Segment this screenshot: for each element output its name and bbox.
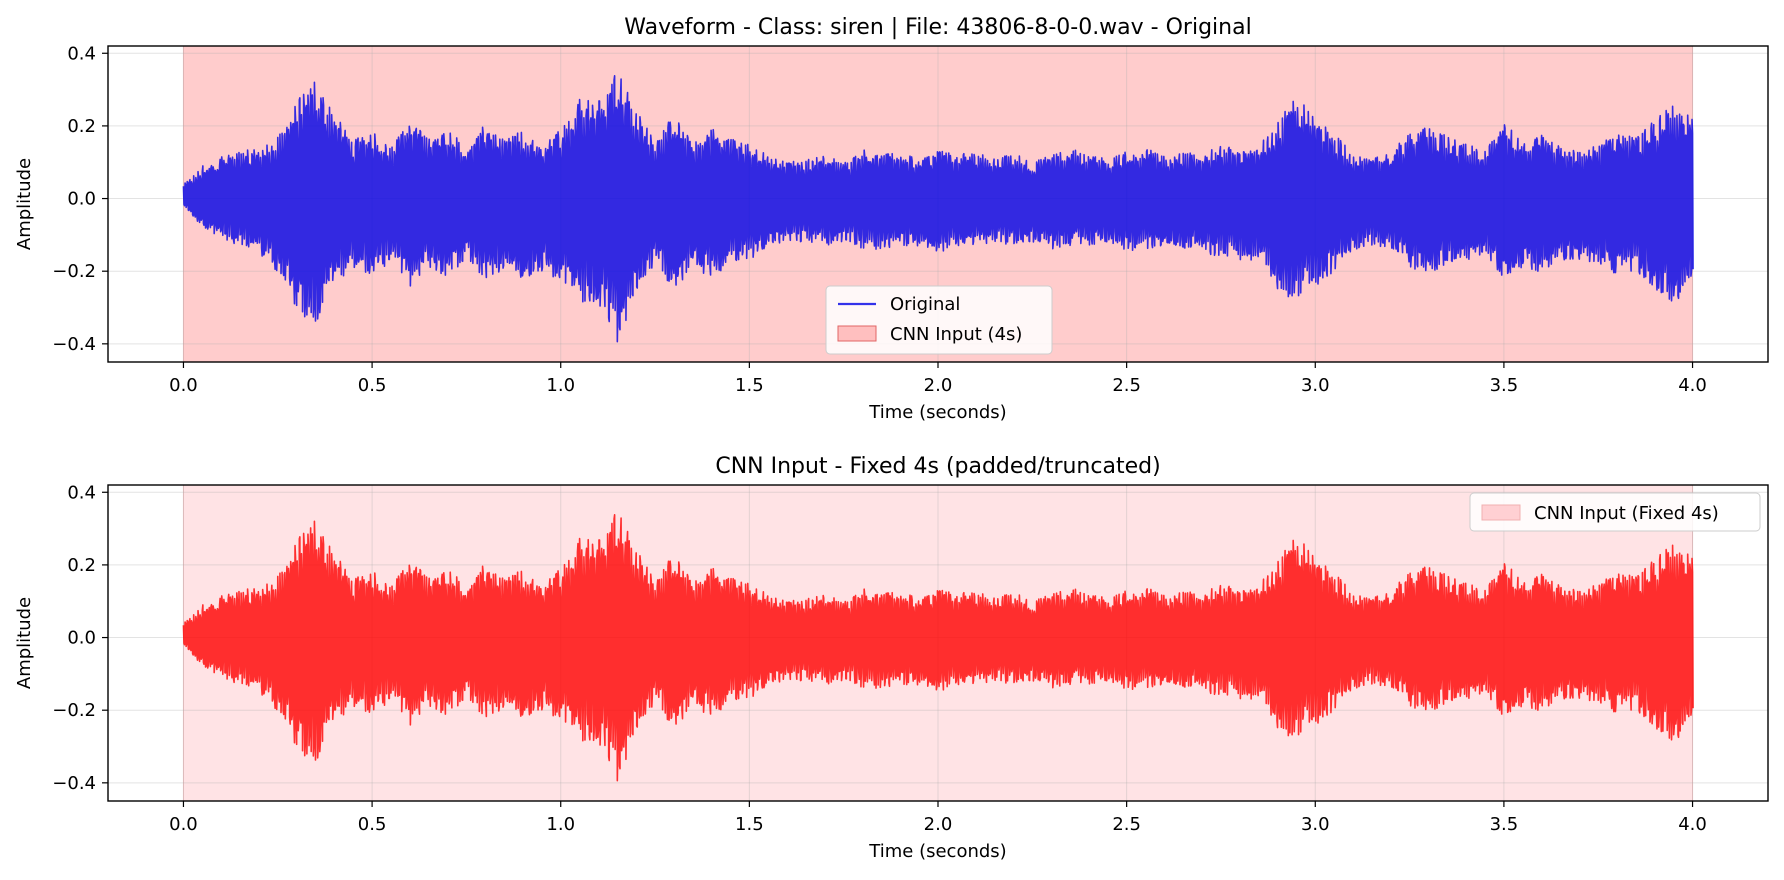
x-tick-label: 2.5 — [1112, 375, 1141, 396]
chart-panel-2: 0.0 0.5 1.0 1.5 2.0 2.5 3.0 3.5 4.0 −0.4 −0.2 0.0 0.… — [14, 454, 1769, 862]
x-tick-label: 4.0 — [1678, 375, 1707, 396]
y-tick-label: 0.4 — [67, 43, 96, 64]
x-tick-label: 1.5 — [735, 814, 764, 835]
y-tick-label: 0.0 — [67, 628, 96, 649]
legend-label-cnn-fixed: CNN Input (Fixed 4s) — [1534, 503, 1719, 524]
chart-panel-1: 0.0 0.5 1.0 1.5 2.0 2.5 3.0 3.5 4.0 −0.4 −0.2 0.0 0.… — [14, 15, 1769, 423]
x-axis-label: Time (seconds) — [868, 841, 1006, 862]
y-tick-label: −0.4 — [52, 773, 96, 794]
y-axis-label: Amplitude — [14, 158, 35, 250]
legend-label-cnn-input: CNN Input (4s) — [890, 324, 1022, 345]
y-tick-label: −0.2 — [52, 261, 96, 282]
legend-box — [1469, 492, 1761, 532]
x-tick-label: 0.5 — [358, 814, 387, 835]
y-axis-label: Amplitude — [14, 597, 35, 689]
legend-box — [825, 285, 1053, 355]
x-tick-label: 0.0 — [169, 375, 198, 396]
y-tick-label: 0.4 — [67, 482, 96, 503]
legend: Original CNN Input (4s) — [825, 285, 1053, 355]
x-tick-label: 3.5 — [1490, 814, 1519, 835]
x-tick-label: 2.0 — [924, 814, 953, 835]
x-tick-label: 1.0 — [546, 814, 575, 835]
x-tick-label: 2.0 — [924, 375, 953, 396]
x-tick-label: 0.5 — [358, 375, 387, 396]
x-tick-label: 4.0 — [1678, 814, 1707, 835]
x-axis-label: Time (seconds) — [868, 402, 1006, 423]
x-tick-label: 1.0 — [546, 375, 575, 396]
y-tick-label: 0.2 — [67, 555, 96, 576]
legend: CNN Input (Fixed 4s) — [1469, 492, 1761, 532]
y-tick-label: −0.2 — [52, 700, 96, 721]
x-tick-label: 3.5 — [1490, 375, 1519, 396]
x-tick-label: 3.0 — [1301, 375, 1330, 396]
chart-title: CNN Input - Fixed 4s (padded/truncated) — [715, 454, 1160, 479]
y-tick-label: 0.2 — [67, 116, 96, 137]
x-tick-label: 2.5 — [1112, 814, 1141, 835]
x-tick-label: 0.0 — [169, 814, 198, 835]
x-tick-label: 3.0 — [1301, 814, 1330, 835]
x-tick-label: 1.5 — [735, 375, 764, 396]
waveform-cnn-input — [182, 514, 1694, 782]
chart-title: Waveform - Class: siren | File: 43806-8-… — [624, 15, 1251, 40]
legend-patch-cnn-fixed — [1481, 504, 1521, 521]
waveform-original — [182, 75, 1694, 343]
legend-label-original: Original — [890, 294, 960, 315]
y-tick-label: −0.4 — [52, 334, 96, 355]
legend-patch-cnn-input — [837, 325, 877, 342]
y-tick-label: 0.0 — [67, 189, 96, 210]
